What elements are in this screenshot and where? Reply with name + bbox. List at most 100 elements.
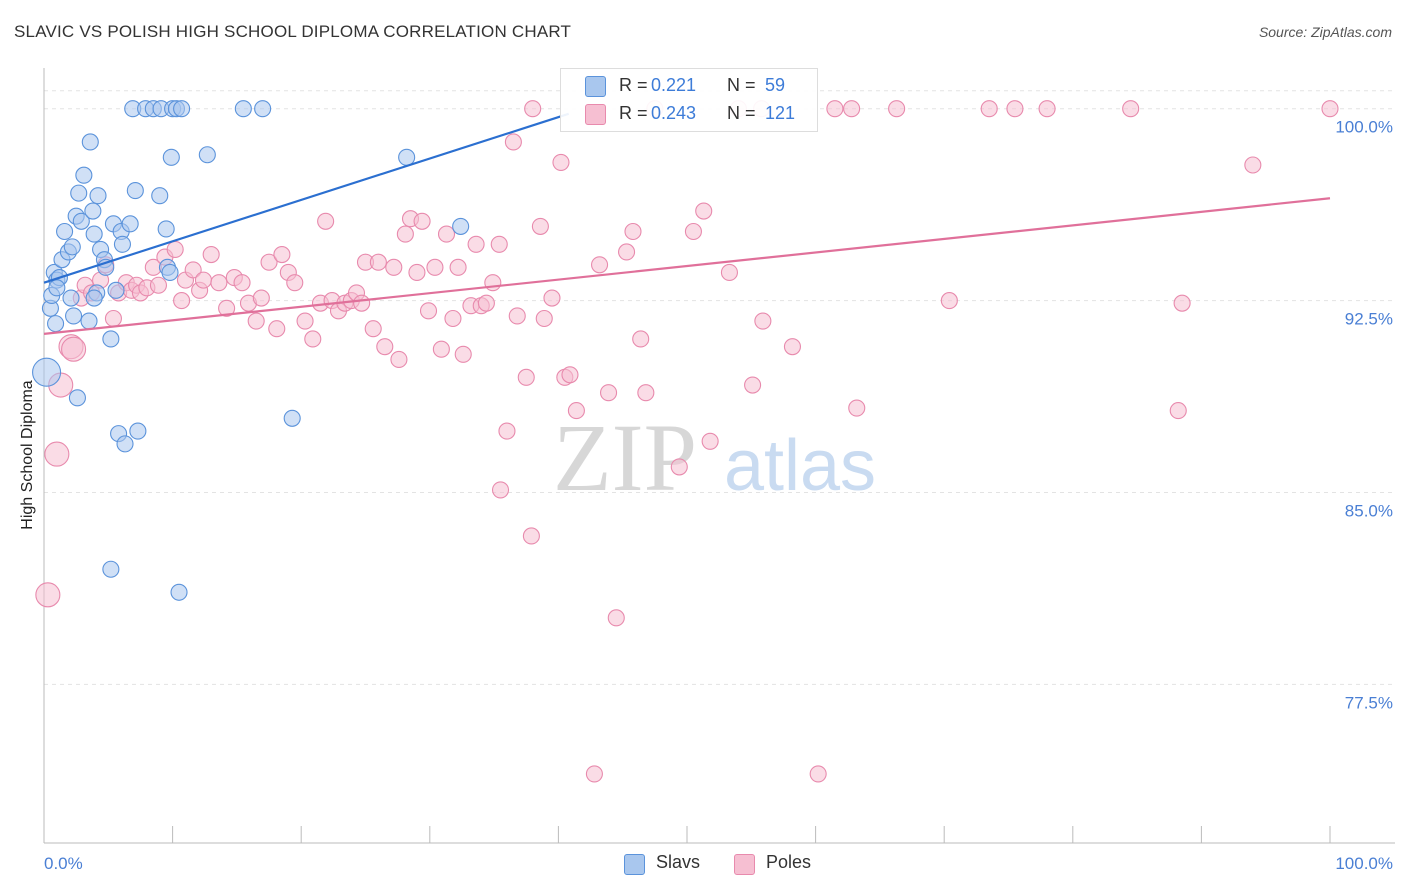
poles-point bbox=[369, 253, 387, 271]
slavs-point bbox=[452, 217, 470, 235]
poles-point bbox=[1006, 100, 1024, 118]
poles-point bbox=[432, 340, 450, 358]
r-label: R = bbox=[619, 75, 648, 95]
poles-point bbox=[848, 399, 866, 417]
slavs-point bbox=[173, 100, 191, 118]
slavs-point bbox=[68, 389, 86, 407]
poles-point bbox=[1321, 100, 1339, 118]
poles-point bbox=[61, 336, 87, 362]
poles-point bbox=[618, 243, 636, 261]
slavs-point bbox=[32, 357, 62, 387]
poles-point bbox=[980, 100, 998, 118]
legend-label: Slavs bbox=[656, 852, 701, 872]
slavs-point bbox=[113, 235, 131, 253]
poles-point bbox=[317, 212, 335, 230]
poles-point bbox=[591, 256, 609, 274]
poles-point bbox=[35, 582, 61, 608]
poles-point bbox=[484, 274, 502, 292]
slavs-point bbox=[85, 289, 103, 307]
poles-point bbox=[632, 330, 650, 348]
poles-points bbox=[35, 100, 1339, 783]
poles-point bbox=[173, 292, 191, 310]
poles-point bbox=[364, 320, 382, 338]
poles-point bbox=[522, 527, 540, 545]
slavs-point bbox=[234, 100, 252, 118]
poles-point bbox=[252, 289, 270, 307]
poles-point bbox=[783, 338, 802, 356]
r-label: R = bbox=[619, 103, 648, 123]
slavs-point bbox=[107, 281, 125, 299]
x-tick-label: 0.0% bbox=[44, 854, 83, 873]
slavs-point bbox=[121, 215, 139, 233]
y-tick-label: 100.0% bbox=[1335, 118, 1393, 137]
series-legend: Slavs Poles bbox=[0, 851, 1406, 877]
poles-point bbox=[166, 240, 184, 258]
poles-point bbox=[701, 432, 719, 450]
poles-point bbox=[202, 245, 220, 264]
slavs-point bbox=[254, 100, 272, 118]
poles-point bbox=[247, 312, 265, 330]
poles-point bbox=[744, 376, 762, 394]
y-tick-label: 77.5% bbox=[1345, 693, 1393, 712]
poles-point bbox=[1173, 294, 1191, 312]
poles-point bbox=[504, 133, 522, 151]
slavs-point bbox=[283, 409, 301, 427]
poles-point bbox=[194, 271, 213, 289]
slavs-point bbox=[129, 422, 147, 440]
poles-point bbox=[477, 294, 495, 312]
poles-point bbox=[720, 263, 738, 281]
grid-lines bbox=[44, 90, 1395, 685]
slavs-point bbox=[48, 279, 66, 297]
slavs-point bbox=[102, 330, 120, 348]
n-value: 59 bbox=[765, 75, 786, 95]
poles-point bbox=[467, 235, 485, 253]
poles-point bbox=[607, 609, 625, 627]
y-tick-label: 85.0% bbox=[1345, 501, 1393, 520]
poles-point bbox=[396, 225, 414, 243]
slavs-trend-line bbox=[43, 112, 570, 284]
n-label: N = bbox=[727, 75, 756, 95]
poles-point bbox=[670, 458, 688, 476]
slavs-point bbox=[75, 166, 93, 184]
y-tick-label: 92.5% bbox=[1345, 310, 1393, 329]
poles-point bbox=[296, 312, 314, 330]
poles-point bbox=[624, 222, 642, 241]
watermark-atlas: atlas bbox=[724, 426, 876, 506]
slavs-point bbox=[102, 560, 120, 578]
poles-point bbox=[44, 441, 70, 467]
poles-swatch bbox=[585, 104, 606, 125]
poles-point bbox=[286, 274, 304, 292]
poles-point bbox=[353, 294, 371, 312]
poles-point bbox=[552, 153, 570, 171]
r-value: 0.221 bbox=[651, 75, 697, 95]
poles-point bbox=[940, 292, 958, 310]
poles-point bbox=[1038, 100, 1056, 118]
poles-point bbox=[426, 258, 444, 276]
legend-label: Poles bbox=[766, 852, 812, 872]
slavs-point bbox=[398, 148, 416, 166]
chart-title: SLAVIC VS POLISH HIGH SCHOOL DIPLOMA COR… bbox=[14, 22, 572, 41]
poles-trend-line bbox=[43, 197, 1331, 335]
poles-point bbox=[600, 384, 618, 402]
poles-point bbox=[535, 309, 553, 328]
slavs-point bbox=[70, 184, 88, 202]
poles-point bbox=[304, 330, 322, 348]
poles-point bbox=[1169, 402, 1187, 420]
watermark-zip: ZIP bbox=[553, 404, 697, 511]
poles-point bbox=[268, 320, 286, 338]
poles-point bbox=[809, 765, 827, 783]
poles-point bbox=[754, 312, 772, 330]
slavs-point bbox=[72, 212, 90, 230]
slavs-point bbox=[116, 435, 134, 453]
poles-point bbox=[543, 289, 561, 307]
poles-point bbox=[260, 253, 278, 271]
poles-point bbox=[210, 274, 228, 292]
poles-point bbox=[218, 299, 236, 317]
poles-point bbox=[843, 100, 861, 118]
poles-point bbox=[695, 202, 713, 220]
slavs-point bbox=[63, 238, 81, 256]
slavs-swatch bbox=[624, 854, 645, 875]
poles-point bbox=[376, 338, 394, 356]
slavs-points bbox=[32, 100, 470, 601]
slavs-point bbox=[81, 133, 99, 151]
